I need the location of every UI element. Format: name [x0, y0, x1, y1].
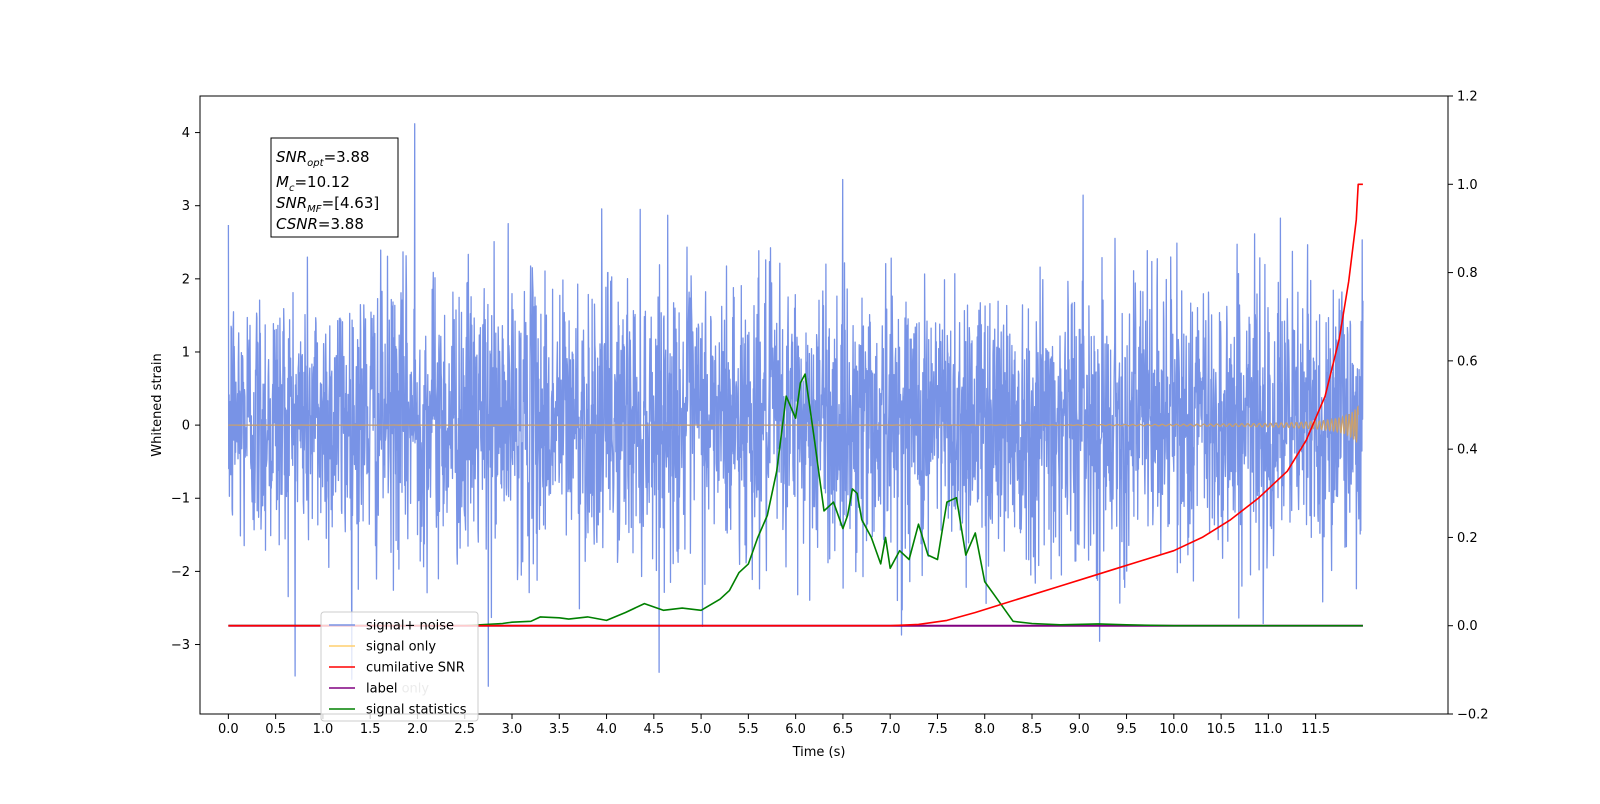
legend-label: label	[366, 682, 397, 697]
series-signal-only	[228, 405, 1359, 443]
x-tick-label: 10.0	[1159, 722, 1188, 737]
y-tick-label: 2	[182, 272, 190, 287]
legend-label: cumilative SNR	[366, 661, 465, 676]
x-tick-label: 6.0	[785, 722, 806, 737]
x-tick-label: 1.0	[313, 722, 334, 737]
x-tick-label: 4.0	[596, 722, 617, 737]
x-tick-label: 1.5	[360, 722, 381, 737]
y-tick-label: −1	[171, 492, 190, 507]
legend-frame	[320, 611, 479, 722]
x-tick-label: 5.0	[691, 722, 712, 737]
y-axis-label: Whitened strain	[150, 353, 165, 456]
y2-tick-label: 0.4	[1457, 443, 1478, 458]
x-tick-label: 11.5	[1301, 722, 1330, 737]
x-tick-label: 9.5	[1116, 722, 1137, 737]
plot-frame	[199, 95, 1449, 715]
y2-tick-label: 1.0	[1457, 178, 1478, 193]
series-cumulative-snr	[228, 183, 1363, 627]
x-tick-label: 9.0	[1069, 722, 1090, 737]
legend-label: signal statistics	[366, 703, 467, 718]
x-tick-label: 4.5	[643, 722, 664, 737]
y-axis-left: 4 3 2 1 0 −1 −2 −3	[171, 126, 200, 653]
x-tick-label: 7.0	[880, 722, 901, 737]
annotation-line: CSNR=3.88	[276, 215, 364, 233]
legend-label: signal only	[366, 640, 436, 655]
y2-tick-label: 0.0	[1457, 619, 1478, 634]
y-tick-label: −2	[171, 565, 190, 580]
y2-tick-label: 0.8	[1457, 266, 1478, 281]
x-tick-label: 0.0	[218, 722, 239, 737]
y-tick-label: 4	[182, 126, 190, 141]
y-tick-label: 1	[182, 345, 190, 360]
legend-hidden-label: label only	[366, 682, 429, 697]
series-signal-noise	[227, 123, 1364, 687]
x-tick-label: 7.5	[927, 722, 948, 737]
y-tick-label: 0	[182, 419, 190, 434]
x-axis: 0.0 0.5 1.0 1.5 2.0 2.5 3.0 3.5 4.0 4.5 5.0 5.5 6.0 6…	[218, 714, 1330, 737]
x-tick-label: 3.0	[502, 722, 523, 737]
x-tick-label: 10.5	[1207, 722, 1236, 737]
x-tick-label: 8.0	[974, 722, 995, 737]
y2-tick-label: −0.2	[1457, 708, 1489, 723]
legend: label only signal+ noise signal only cumila…	[320, 611, 479, 722]
series-layer	[227, 123, 1364, 687]
series-signal-statistics	[228, 373, 1363, 627]
y-tick-label: 3	[182, 199, 190, 214]
x-tick-label: 8.5	[1022, 722, 1043, 737]
x-tick-label: 3.5	[549, 722, 570, 737]
x-tick-label: 11.0	[1254, 722, 1283, 737]
x-axis-label: Time (s)	[792, 745, 846, 760]
y-axis-right: 1.2 1.0 0.8 0.6 0.4 0.2 0.0 −0.2	[1448, 90, 1489, 723]
x-tick-label: 0.5	[265, 722, 286, 737]
x-tick-label: 6.5	[833, 722, 854, 737]
annotation-line: SNRopt=3.88	[276, 148, 370, 169]
y-tick-label: −3	[171, 638, 190, 653]
y2-tick-label: 1.2	[1457, 90, 1478, 105]
x-tick-label: 2.0	[407, 722, 428, 737]
y2-tick-label: 0.2	[1457, 531, 1478, 546]
legend-label: signal+ noise	[366, 619, 454, 634]
annotation-line: SNRMF=[4.63]	[276, 194, 379, 215]
annotation-line: Mc=10.12	[276, 173, 350, 194]
y2-tick-label: 0.6	[1457, 354, 1478, 369]
x-tick-label: 2.5	[454, 722, 475, 737]
x-tick-label: 5.5	[738, 722, 759, 737]
